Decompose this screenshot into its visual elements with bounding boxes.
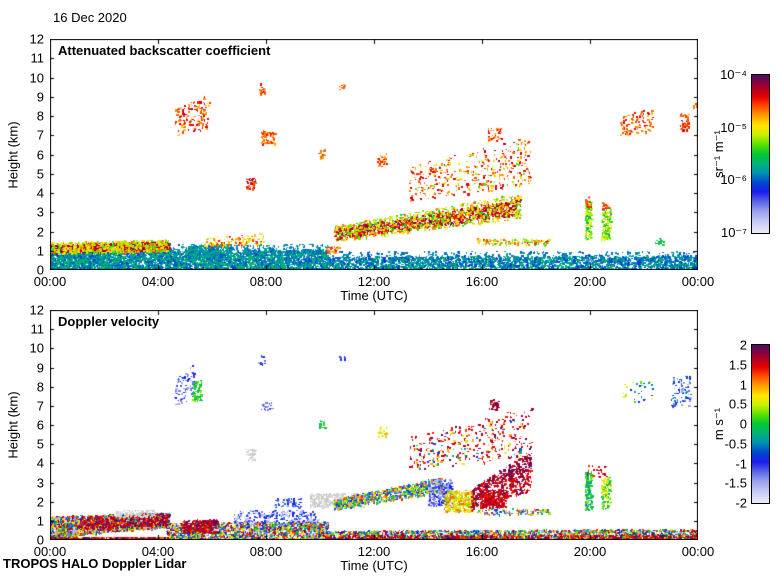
x-tick-label: 12:00 bbox=[357, 544, 391, 559]
y-tick-label: 11 bbox=[30, 321, 45, 337]
velocity-title: Doppler velocity bbox=[58, 314, 160, 329]
backscatter-xlabel: Time (UTC) bbox=[340, 288, 408, 303]
colorbar-tick-label: -1 bbox=[735, 456, 747, 471]
colorbar-tick-label: -0.5 bbox=[724, 436, 747, 452]
x-tick-label: 20:00 bbox=[573, 274, 607, 289]
y-tick-label: 1 bbox=[36, 513, 44, 529]
x-tick-label: 00:00 bbox=[33, 274, 67, 289]
y-tick-label: 3 bbox=[36, 475, 44, 490]
date-label: 16 Dec 2020 bbox=[53, 10, 127, 25]
velocity-plot: Doppler velocity Height (km) Time (UTC) … bbox=[6, 303, 715, 574]
footer-label: TROPOS HALO Doppler Lidar bbox=[3, 556, 187, 571]
colorbar-tick-label: 10⁻⁴ bbox=[720, 67, 747, 82]
colorbar-tick-label: 0.5 bbox=[728, 396, 747, 412]
backscatter-title: Attenuated backscatter coefficient bbox=[58, 43, 271, 58]
y-tick-label: 0 bbox=[36, 262, 44, 278]
y-tick-label: 10 bbox=[29, 340, 44, 356]
y-tick-label: 6 bbox=[36, 417, 44, 433]
x-tick-label: 08:00 bbox=[249, 274, 283, 289]
backscatter-colorbar-unit: sr⁻¹ m⁻¹ bbox=[711, 130, 726, 178]
colorbar-tick-label: -1.5 bbox=[724, 475, 747, 491]
colorbar-tick-label: -2 bbox=[735, 495, 747, 511]
y-tick-label: 8 bbox=[36, 379, 44, 395]
y-tick-label: 3 bbox=[36, 204, 44, 220]
y-tick-label: 6 bbox=[36, 147, 44, 162]
velocity-xlabel: Time (UTC) bbox=[340, 558, 408, 573]
backscatter-colorbar-gradient bbox=[751, 74, 770, 234]
y-tick-label: 11 bbox=[30, 50, 45, 66]
x-tick-label: 12:00 bbox=[357, 274, 391, 289]
y-tick-label: 5 bbox=[36, 166, 44, 182]
velocity-colorbar-unit: m s⁻¹ bbox=[711, 407, 726, 441]
colorbar-tick-label: 10⁻⁷ bbox=[720, 225, 747, 240]
x-tick-label: 08:00 bbox=[249, 544, 283, 559]
y-tick-label: 4 bbox=[36, 185, 44, 201]
backscatter-colorbar: sr⁻¹ m⁻¹ 10⁻⁴ 10⁻⁵ 10⁻⁶ 10⁻⁷ bbox=[704, 67, 770, 240]
y-tick-label: 9 bbox=[36, 89, 44, 105]
x-tick-label: 00:00 bbox=[681, 274, 715, 289]
y-tick-label: 12 bbox=[29, 31, 44, 47]
x-tick-label: 16:00 bbox=[465, 544, 499, 559]
y-tick-label: 12 bbox=[29, 302, 44, 318]
backscatter-ylabel: Height (km) bbox=[5, 120, 21, 189]
y-tick-label: 5 bbox=[36, 436, 44, 452]
velocity-ylabel: Height (km) bbox=[5, 391, 21, 459]
y-tick-label: 7 bbox=[36, 398, 44, 414]
colorbar-tick-label: 10⁻⁵ bbox=[720, 119, 747, 135]
backscatter-canvas bbox=[50, 39, 698, 270]
backscatter-plot: Attenuated backscatter coefficient Heigh… bbox=[6, 32, 715, 304]
velocity-canvas bbox=[50, 310, 698, 540]
x-tick-label: 16:00 bbox=[465, 274, 499, 289]
colorbar-tick-label: 0 bbox=[739, 416, 747, 432]
y-tick-label: 1 bbox=[36, 243, 44, 259]
y-tick-label: 4 bbox=[36, 455, 44, 471]
x-tick-label: 00:00 bbox=[33, 544, 67, 559]
colorbar-tick-label: 10⁻⁶ bbox=[720, 172, 747, 188]
colorbar-tick-label: 2 bbox=[739, 337, 747, 353]
colorbar-tick-label: 1.5 bbox=[728, 357, 747, 373]
x-tick-label: 20:00 bbox=[573, 544, 607, 559]
x-tick-label: 04:00 bbox=[141, 274, 175, 289]
velocity-colorbar: m s⁻¹ 2 1.5 1 0.5 0 -0.5 -1 -1.5 -2 bbox=[704, 338, 770, 511]
x-tick-label: 04:00 bbox=[141, 544, 175, 559]
y-tick-label: 2 bbox=[36, 494, 44, 510]
y-tick-label: 2 bbox=[36, 224, 44, 239]
colorbar-tick-label: 1 bbox=[739, 377, 747, 392]
velocity-colorbar-gradient bbox=[751, 344, 770, 504]
y-tick-label: 10 bbox=[29, 70, 44, 85]
y-tick-label: 9 bbox=[36, 360, 44, 375]
y-tick-label: 8 bbox=[36, 108, 44, 124]
y-tick-label: 7 bbox=[36, 127, 44, 143]
y-tick-label: 0 bbox=[36, 532, 44, 548]
x-tick-label: 00:00 bbox=[681, 544, 715, 559]
